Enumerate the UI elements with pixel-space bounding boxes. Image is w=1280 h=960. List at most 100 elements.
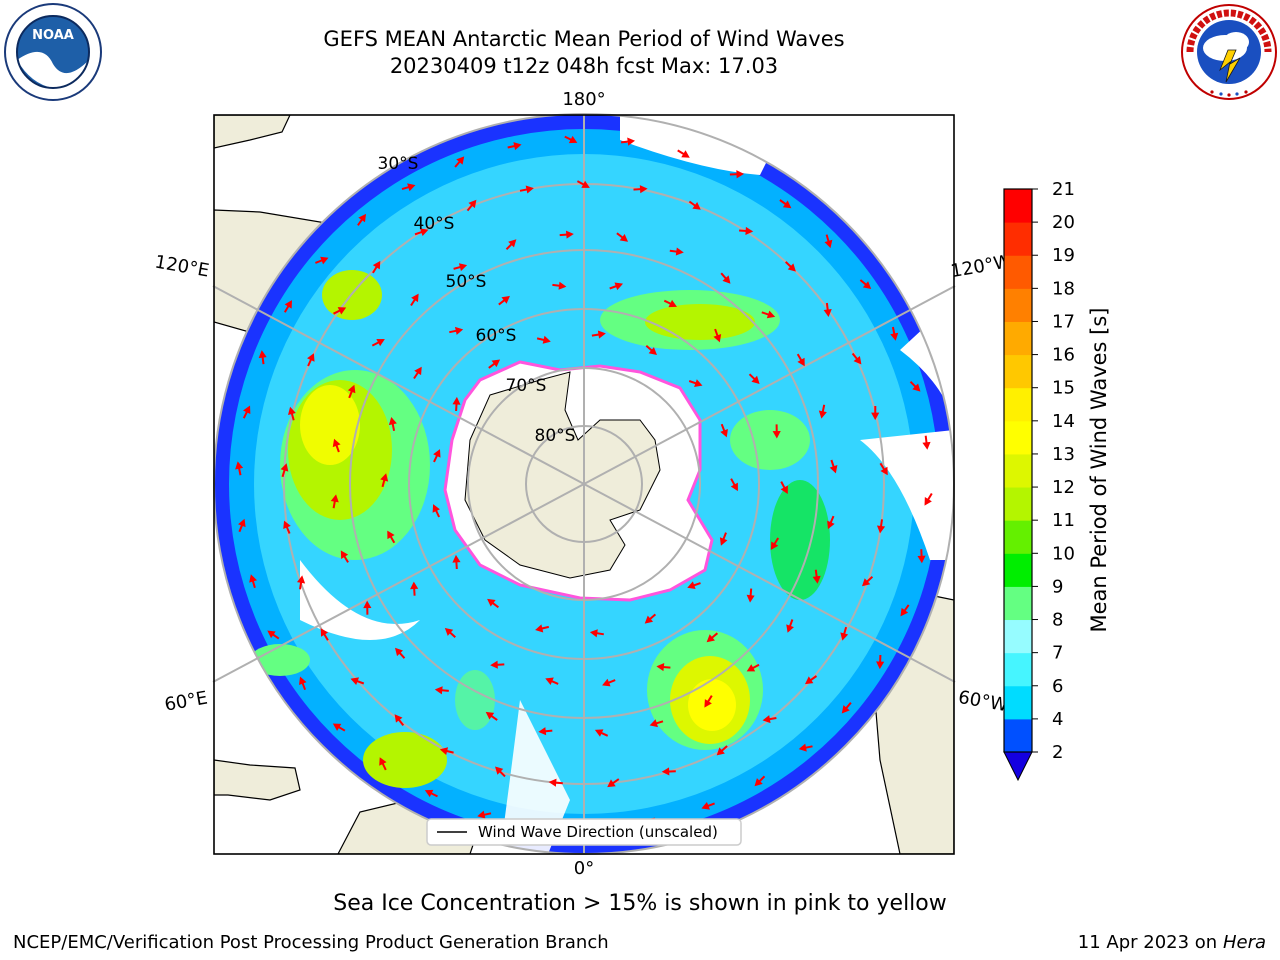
wave-direction-arrowhead (558, 281, 567, 290)
wave-direction-arrowhead (424, 789, 434, 798)
lon-label-180: 180° (562, 89, 605, 110)
wave-direction-arrowhead (330, 494, 339, 503)
wave-direction-arrowhead (701, 801, 710, 810)
wave-direction-arrowhead (468, 199, 477, 209)
wave-direction-arrowhead (912, 383, 921, 392)
wave-direction-arrowhead (681, 150, 690, 158)
lon-label-60w: 60°W (957, 687, 1010, 716)
wave-direction-arrowhead (876, 661, 885, 670)
wave-direction-arrowhead (372, 260, 381, 270)
map-legend: Wind Wave Direction (unscaled) (426, 818, 742, 846)
wave-direction-arrowhead (581, 180, 590, 188)
wave-direction-arrowhead (656, 662, 665, 672)
wave-direction-arrowhead (661, 767, 670, 776)
wave-direction-arrowhead (394, 647, 403, 657)
colorbar-tick-label: 6 (1052, 676, 1063, 697)
colorbar-cell (1004, 718, 1032, 753)
colorbar-tick-label: 8 (1052, 610, 1063, 631)
wave-direction-arrowhead (410, 581, 419, 590)
colorbar-cell (1004, 619, 1032, 654)
wave-direction-arrowhead (824, 239, 833, 249)
colorbar-cell (1004, 387, 1032, 422)
colorbar-cell (1004, 453, 1032, 488)
wave-direction-arrowhead (704, 699, 712, 708)
wave-direction-arrowhead (283, 520, 291, 529)
noaa-logo: NOAA (4, 3, 102, 101)
colorbar-tick-label: 11 (1052, 510, 1075, 531)
wave-direction-arrowhead (787, 263, 796, 272)
wave-direction-arrowhead (746, 594, 755, 603)
wave-direction-arrowhead (900, 607, 909, 617)
wave-direction-arrowhead (439, 747, 449, 756)
lon-label-0: 0° (574, 858, 594, 879)
wave-direction-arrowhead (280, 463, 289, 472)
nws-logo (1181, 4, 1277, 100)
wave-direction-arrowhead (414, 366, 422, 376)
lon-label-120e: 120°E (153, 251, 211, 281)
wave-direction-arrowhead (411, 293, 419, 303)
wave-direction-arrowhead (485, 711, 495, 720)
colorbar-tick-label: 15 (1052, 378, 1075, 399)
wave-direction-arrowhead (818, 410, 827, 419)
colorbar-tick-label: 17 (1052, 311, 1075, 332)
colorbar-tick-label: 18 (1052, 278, 1075, 299)
wave-direction-arrowhead (639, 185, 648, 194)
wave-direction-arrowhead (720, 428, 728, 438)
colorbar-tick-label: 14 (1052, 411, 1075, 432)
wave-direction-arrowhead (238, 518, 246, 528)
wave-direction-arrowhead (798, 743, 807, 752)
wave-direction-arrowhead (380, 473, 389, 482)
wave-direction-arrowhead (648, 347, 658, 355)
colorbar-tick-label: 2 (1052, 742, 1063, 763)
wave-direction-arrowhead (548, 778, 557, 787)
wave-direction-arrowhead (602, 678, 611, 687)
wave-direction-arrowhead (716, 747, 725, 756)
wave-direction-arrowhead (687, 581, 696, 590)
wave-direction-arrowhead (332, 723, 342, 731)
wave-direction-arrowhead (525, 185, 534, 194)
wave-direction-arrowhead (597, 330, 606, 339)
colorbar-cell (1004, 685, 1032, 720)
credit-line: NCEP/EMC/Verification Post Processing Pr… (13, 932, 609, 953)
lat-label-40s: 40°S (414, 214, 455, 234)
sea-ice-note: Sea Ice Concentration > 15% is shown in … (333, 891, 947, 916)
colorbar-cell (1004, 487, 1032, 521)
colorbar-tick-label: 13 (1052, 444, 1075, 465)
date-text: 11 Apr 2023 on (1077, 932, 1218, 953)
wave-direction-arrowhead (407, 183, 416, 192)
colorbar-cell (1004, 288, 1032, 322)
wave-direction-arrowhead (433, 449, 441, 458)
wave-direction-arrowhead (538, 727, 547, 736)
colorbar-cell (1004, 321, 1032, 356)
wave-direction-arrowhead (434, 686, 443, 695)
wave-direction-arrowhead (841, 705, 850, 714)
wave-direction-arrowhead (614, 282, 623, 291)
wave-direction-arrowhead (780, 485, 788, 495)
colorbar-tick-label: 7 (1052, 643, 1063, 664)
colorbar-cell (1004, 222, 1032, 256)
wave-direction-arrowhead (722, 275, 731, 284)
wave-direction-arrowhead (706, 634, 715, 643)
wave-direction-arrowhead (363, 600, 372, 609)
wave-direction-arrowhead (924, 497, 932, 506)
wave-direction-arrowhead (692, 202, 701, 210)
wave-direction-arrowhead (746, 664, 756, 672)
wave-direction-arrowhead (235, 461, 244, 470)
wave-direction-arrowhead (880, 466, 888, 476)
wave-direction-arrowhead (542, 335, 551, 344)
wave-direction-arrowhead (619, 233, 629, 242)
lat-label-80s: 80°S (535, 426, 576, 446)
wave-direction-arrowhead (452, 554, 461, 563)
wave-direction-arrowhead (823, 308, 832, 317)
antarctica-land (464, 371, 661, 579)
wave-direction-arrowhead (535, 624, 544, 633)
date-line: 11 Apr 2023 on Hera (1078, 932, 1266, 953)
wind-wave-direction-vectors (235, 135, 933, 833)
wave-direction-arrowhead (320, 628, 329, 637)
wave-direction-arrowhead (840, 632, 849, 641)
colorbar-tick-label: 21 (1052, 179, 1075, 200)
land-patch (214, 115, 291, 149)
colorbar-extend-triangle (1003, 751, 1033, 782)
colorbar-cell (1004, 520, 1032, 554)
wave-direction-arrowhead (745, 226, 754, 236)
